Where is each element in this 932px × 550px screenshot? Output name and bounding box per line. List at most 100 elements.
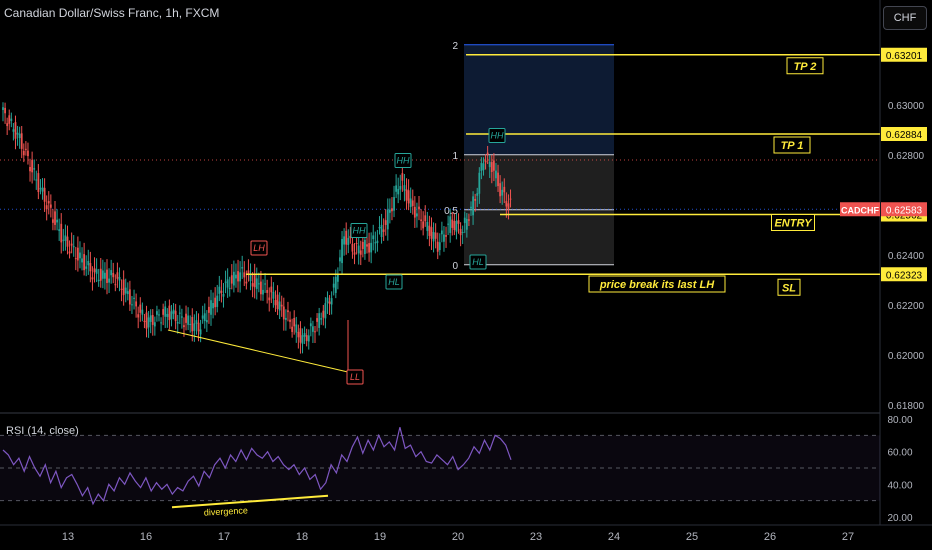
candle-body — [8, 115, 11, 124]
candle-body — [280, 304, 283, 307]
candle-body — [124, 287, 127, 294]
candle-body — [197, 322, 200, 332]
candle-body — [274, 300, 277, 306]
fib-label: 2 — [452, 41, 458, 52]
candle-body — [332, 283, 335, 288]
y-tick-label: 0.62200 — [888, 301, 925, 312]
candle-body — [470, 206, 472, 209]
symbol-tag — [840, 202, 880, 217]
x-tick-label: 25 — [686, 531, 698, 543]
fib-label: 0 — [452, 261, 458, 272]
chart-title: Canadian Dollar/Swiss Franc, 1h, FXCM — [4, 6, 220, 20]
candle-body — [33, 168, 36, 170]
swing-label-box — [346, 369, 364, 385]
candle-body — [199, 329, 202, 335]
price-tag-text: 0.62884 — [886, 130, 923, 141]
candle-body — [490, 162, 493, 172]
candle-body — [316, 318, 318, 322]
candle-body — [312, 326, 314, 332]
swing-label: LH — [253, 243, 265, 253]
candle-body — [336, 274, 339, 282]
candle-body — [60, 223, 63, 243]
candle-body — [93, 268, 96, 273]
candle-body — [270, 286, 273, 293]
candle-body — [413, 206, 416, 218]
candle-body — [455, 220, 458, 232]
candle-body — [382, 229, 385, 232]
candle-body — [41, 187, 44, 192]
candle-body — [116, 272, 119, 279]
candle-body — [166, 313, 169, 317]
candle-body — [503, 186, 506, 193]
candle-body — [443, 234, 445, 242]
candle-body — [330, 298, 333, 305]
candle-body — [461, 232, 464, 234]
candle-body — [205, 320, 208, 323]
candle-body — [68, 251, 71, 254]
candle-body — [492, 160, 495, 171]
divergence-label: divergence — [204, 505, 248, 517]
candle-body — [314, 331, 316, 333]
fib-label: 1 — [452, 151, 458, 162]
candle-body — [345, 230, 348, 245]
candle-body — [114, 284, 117, 286]
x-tick-label: 27 — [842, 531, 854, 543]
candle-body — [35, 179, 38, 181]
candle-body — [488, 161, 491, 168]
x-tick-label: 23 — [530, 531, 542, 543]
candle-body — [318, 313, 321, 328]
candle-body — [440, 230, 443, 235]
candle-body — [222, 293, 225, 297]
swing-label: HH — [397, 156, 410, 166]
candle-body — [133, 297, 135, 299]
candle-body — [497, 172, 499, 187]
candle-body — [108, 278, 110, 283]
candle-body — [153, 322, 156, 327]
candle-body — [183, 325, 185, 328]
candle-body — [191, 317, 194, 332]
x-tick-label: 18 — [296, 531, 308, 543]
candle-body — [299, 328, 302, 343]
x-tick-label: 20 — [452, 531, 464, 543]
candle-body — [495, 170, 497, 179]
candle-body — [185, 313, 187, 323]
candle-body — [341, 239, 343, 264]
candle-body — [486, 152, 489, 155]
candle-body — [20, 133, 23, 149]
candle-body — [104, 272, 106, 279]
candle-body — [465, 218, 468, 230]
candle-body — [6, 123, 9, 127]
swing-label: HH — [491, 131, 504, 141]
candle-body — [243, 272, 246, 278]
candle-body — [81, 258, 83, 263]
candle-body — [176, 322, 179, 324]
candle-body — [49, 204, 52, 208]
candle-body — [268, 297, 271, 301]
candle-body — [241, 267, 244, 269]
candle-body — [70, 243, 73, 246]
candle-body — [272, 291, 275, 299]
currency-button[interactable]: CHF — [883, 6, 927, 30]
y-tick-label: 0.62800 — [888, 151, 925, 162]
candle-body — [305, 335, 308, 341]
candle-body — [87, 261, 90, 266]
candle-body — [397, 188, 400, 195]
price-tag — [881, 267, 927, 282]
candle-body — [247, 270, 250, 275]
swing-label: LL — [350, 372, 360, 382]
swing-label: HL — [472, 257, 484, 267]
swing-label-box — [394, 153, 412, 168]
candle-body — [357, 245, 360, 254]
candle-body — [106, 269, 108, 283]
candle-body — [22, 150, 25, 156]
candle-body — [62, 239, 65, 241]
x-tick-label: 16 — [140, 531, 152, 543]
candle-body — [407, 190, 410, 204]
candle-body — [85, 266, 88, 269]
candle-body — [334, 276, 337, 293]
candle-body — [386, 209, 389, 230]
x-tick-label: 17 — [218, 531, 230, 543]
candle-body — [156, 311, 158, 315]
candle-body — [97, 279, 100, 282]
